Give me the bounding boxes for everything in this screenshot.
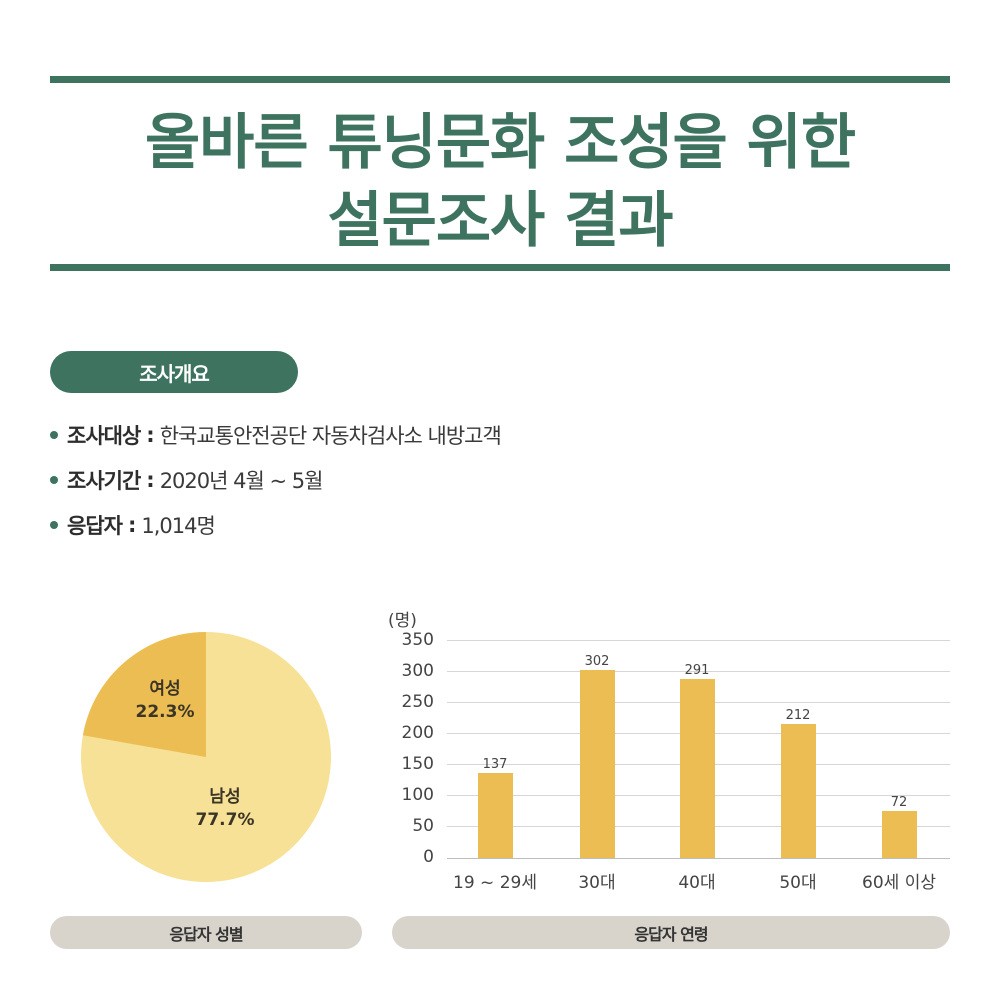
bullet-icon — [50, 521, 58, 529]
info-key: 응답자 — [67, 514, 123, 538]
gridline — [447, 671, 950, 672]
x-category: 30대 — [578, 873, 616, 893]
bar-19-29 — [478, 773, 513, 858]
info-value: 한국교통안전공단 자동차검사소 내방고객 — [159, 424, 502, 448]
top-rule — [50, 76, 950, 83]
info-sep: : — [146, 468, 154, 492]
y-tick: 50 — [412, 816, 434, 836]
y-tick: 0 — [423, 847, 434, 867]
age-chart-caption: 응답자 연령 — [392, 916, 950, 949]
y-tick: 300 — [401, 661, 434, 681]
x-category: 40대 — [678, 873, 716, 893]
x-axis-line — [447, 858, 950, 859]
info-key: 조사대상 — [67, 424, 141, 448]
info-sep: : — [146, 423, 154, 447]
bar-value: 72 — [890, 795, 908, 810]
y-tick: 100 — [401, 785, 434, 805]
info-key: 조사기간 — [67, 469, 141, 493]
bar-50s — [781, 724, 816, 858]
bar-value: 302 — [584, 654, 610, 669]
info-item-target: 조사대상 : 한국교통안전공단 자동차검사소 내방고객 — [50, 420, 502, 450]
bullet-icon — [50, 476, 58, 484]
info-value: 2020년 4월 ~ 5월 — [159, 469, 324, 493]
female-label: 여성 — [149, 679, 181, 699]
info-sep: : — [127, 513, 136, 537]
male-pct: 77.7% — [195, 810, 255, 830]
y-tick: 250 — [401, 692, 434, 712]
bottom-rule — [50, 264, 950, 271]
pie-slice-female — [82, 632, 206, 757]
overview-badge: 조사개요 — [50, 351, 298, 393]
bar-value: 291 — [684, 663, 710, 678]
x-category: 19 ~ 29세 — [453, 873, 537, 893]
page-title-line1: 올바른 튜닝문화 조성을 위한 — [144, 108, 856, 178]
gridline — [447, 640, 950, 641]
bar-value: 212 — [785, 708, 811, 723]
x-category: 50대 — [779, 873, 817, 893]
pie-label-male: 남성 77.7% — [170, 786, 280, 832]
bar-30s — [580, 670, 615, 858]
y-tick: 150 — [401, 754, 434, 774]
y-axis-unit: (명) — [388, 611, 417, 631]
info-item-period: 조사기간 : 2020년 4월 ~ 5월 — [50, 465, 324, 495]
bar-60plus — [882, 811, 917, 858]
bar-value: 137 — [482, 757, 508, 772]
gender-chart-caption: 응답자 성별 — [50, 916, 362, 949]
female-pct: 22.3% — [135, 702, 195, 722]
info-value: 1,014명 — [141, 514, 215, 538]
page-title-line2: 설문조사 결과 — [327, 186, 673, 256]
x-category: 60세 이상 — [862, 873, 936, 893]
y-tick: 200 — [401, 723, 434, 743]
info-item-respondents: 응답자 : 1,014명 — [50, 510, 216, 540]
y-tick: 350 — [401, 630, 434, 650]
pie-label-female: 여성 22.3% — [110, 678, 220, 724]
bullet-icon — [50, 431, 58, 439]
male-label: 남성 — [209, 787, 241, 807]
bar-40s — [680, 679, 715, 858]
